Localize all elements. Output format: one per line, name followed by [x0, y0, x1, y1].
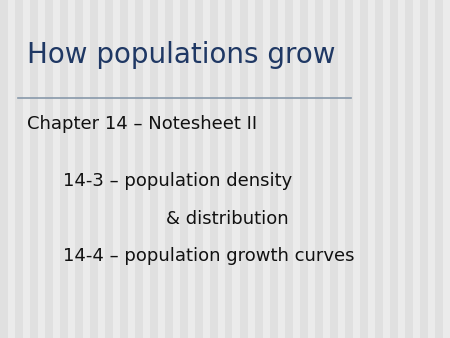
Bar — [135, 0, 143, 338]
Bar — [323, 0, 330, 338]
Bar — [90, 0, 98, 338]
Bar — [300, 0, 307, 338]
Bar — [210, 0, 217, 338]
Bar — [37, 0, 45, 338]
Bar — [0, 0, 8, 338]
Bar — [8, 0, 15, 338]
Bar — [82, 0, 90, 338]
Bar — [45, 0, 53, 338]
Text: & distribution: & distribution — [166, 210, 289, 227]
Bar — [195, 0, 202, 338]
Bar — [345, 0, 352, 338]
Bar — [307, 0, 315, 338]
Bar — [442, 0, 450, 338]
Bar — [420, 0, 428, 338]
Bar — [240, 0, 248, 338]
Bar — [225, 0, 233, 338]
Bar — [262, 0, 270, 338]
Bar — [368, 0, 375, 338]
Bar — [352, 0, 360, 338]
Bar — [30, 0, 37, 338]
Bar — [112, 0, 120, 338]
Bar — [233, 0, 240, 338]
Bar — [255, 0, 262, 338]
Bar — [413, 0, 420, 338]
Bar — [390, 0, 397, 338]
Bar — [338, 0, 345, 338]
Bar — [68, 0, 75, 338]
Bar — [150, 0, 157, 338]
Bar — [435, 0, 442, 338]
Bar — [428, 0, 435, 338]
Bar — [53, 0, 60, 338]
Bar — [98, 0, 105, 338]
Bar — [127, 0, 135, 338]
Bar — [143, 0, 150, 338]
Bar — [75, 0, 82, 338]
Bar — [165, 0, 172, 338]
Text: 14-3 – population density: 14-3 – population density — [63, 172, 292, 190]
Bar — [397, 0, 405, 338]
Bar — [285, 0, 293, 338]
Bar — [382, 0, 390, 338]
Bar — [188, 0, 195, 338]
Bar — [172, 0, 180, 338]
Bar — [375, 0, 382, 338]
Bar — [330, 0, 338, 338]
Bar — [15, 0, 22, 338]
Bar — [248, 0, 255, 338]
Bar — [270, 0, 278, 338]
Bar — [105, 0, 112, 338]
Bar — [180, 0, 188, 338]
Bar — [217, 0, 225, 338]
Text: How populations grow: How populations grow — [27, 41, 336, 69]
Bar — [120, 0, 127, 338]
Bar — [292, 0, 300, 338]
Bar — [405, 0, 413, 338]
Bar — [315, 0, 323, 338]
Bar — [60, 0, 68, 338]
Bar — [360, 0, 368, 338]
Bar — [278, 0, 285, 338]
Bar — [202, 0, 210, 338]
Text: Chapter 14 – Notesheet II: Chapter 14 – Notesheet II — [27, 115, 257, 133]
Bar — [22, 0, 30, 338]
Text: 14-4 – population growth curves: 14-4 – population growth curves — [63, 247, 355, 265]
Bar — [158, 0, 165, 338]
